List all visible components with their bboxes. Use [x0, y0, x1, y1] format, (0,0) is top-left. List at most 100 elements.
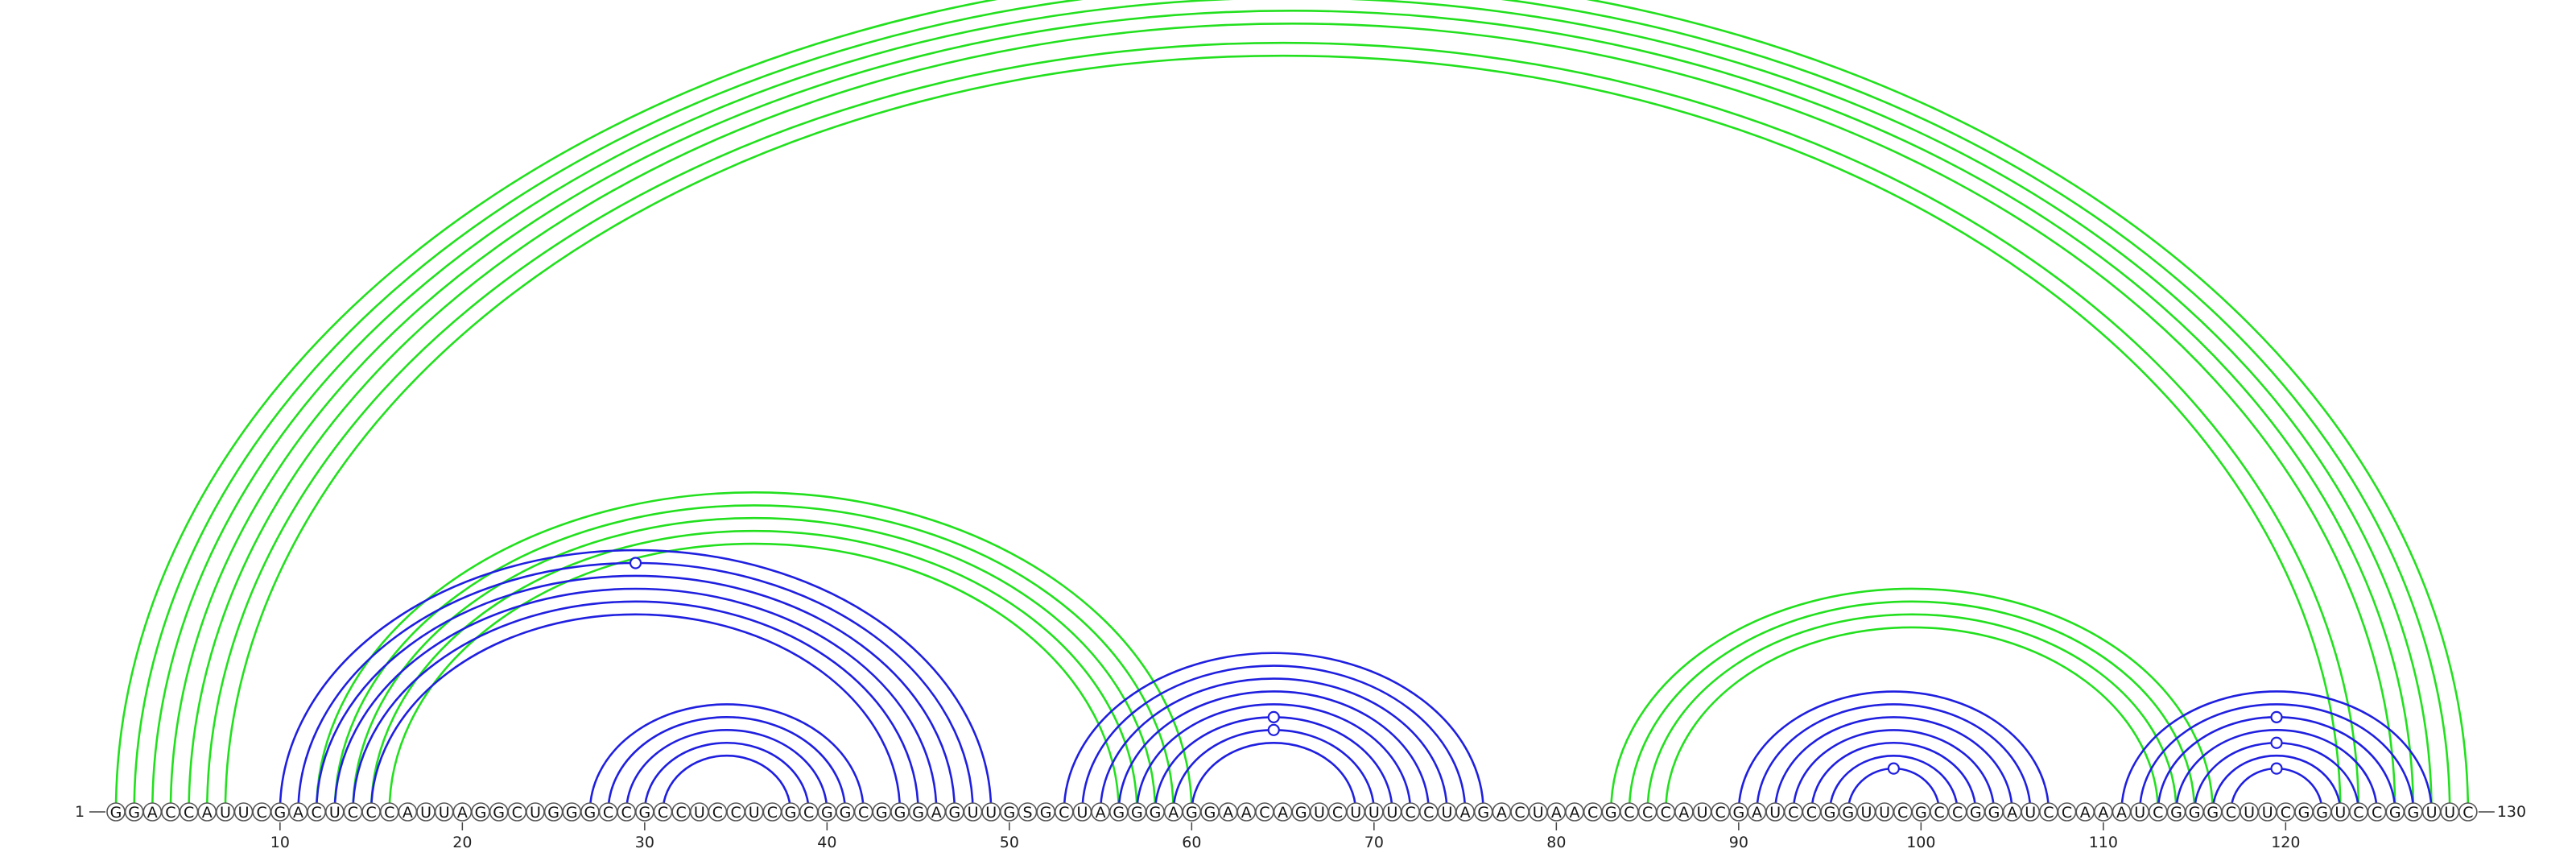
blue-arc-13-46	[333, 587, 938, 813]
nucleotide-letter: A	[2098, 804, 2108, 822]
nucleotide: U	[1528, 802, 1548, 822]
nucleotide: U	[216, 802, 235, 822]
nucleotide-letter: A	[293, 804, 303, 822]
nucleotide: U	[2240, 802, 2259, 822]
blue-arc-31-38	[662, 754, 792, 813]
nucleotide-letter: C	[621, 804, 632, 822]
nucleotide-letter: C	[1332, 804, 1343, 822]
nucleotide: G	[2312, 802, 2332, 822]
nucleotide: U	[416, 802, 436, 822]
nucleotide-letter: C	[2372, 804, 2382, 822]
nucleotide-letter: A	[1168, 804, 1179, 822]
nucleotide: C	[617, 802, 637, 822]
nucleotide: C	[2367, 802, 2387, 822]
nucleotide: G	[2385, 802, 2405, 822]
nucleotide-letter: A	[1678, 804, 1689, 822]
axis-tick-label: 50	[1000, 834, 1019, 851]
position-axis: 10 20 30 40 50 60 70 80 90 100 110 120	[89, 811, 2495, 851]
green-arc-5-126	[188, 22, 2396, 813]
green-arc-83-116	[1610, 587, 2215, 813]
nucleotide-letter: G	[1605, 804, 1617, 822]
nucleotide-letter: G	[1113, 804, 1125, 822]
blue-arc-60-69	[1191, 742, 1357, 813]
nucleotide: G	[1000, 802, 1019, 822]
nucleotide-letter: C	[1423, 804, 1434, 822]
blue-arc-marker	[2270, 710, 2283, 723]
nucleotide-letter: A	[457, 804, 468, 822]
nucleotide-letter: G	[1186, 804, 1198, 822]
blue-arc-10-49	[279, 549, 993, 813]
nucleotide-letter: C	[1788, 804, 1798, 822]
nucleotide: C	[252, 802, 272, 822]
nucleotide: G	[1911, 802, 1931, 822]
blue-arc-28-41	[607, 716, 847, 813]
nucleotide-letter: U	[2426, 804, 2438, 822]
sequence-start-label: 1	[75, 803, 85, 821]
nucleotide: C	[799, 802, 819, 822]
nucleotide: G	[1146, 802, 1165, 822]
sequence-end-label: 130	[2497, 803, 2526, 821]
nucleotide: G	[124, 802, 144, 822]
nucleotide-letter: G	[949, 804, 961, 822]
nucleotide: G	[2202, 802, 2223, 822]
blue-arc-marker	[1267, 710, 1280, 723]
nucleotide: G	[890, 802, 910, 822]
nucleotide: U	[1310, 802, 1329, 822]
axis-tick-label: 10	[270, 834, 290, 851]
nucleotide: C	[379, 802, 399, 822]
blue-arc-marker	[1267, 723, 1280, 736]
blue-arc-15-44	[369, 613, 902, 813]
nucleotide-letter: C	[1059, 804, 1069, 822]
blue-arc-53-76	[1063, 652, 1485, 813]
nucleotide: U	[1437, 802, 1457, 822]
nucleotide: C	[1419, 802, 1439, 822]
nucleotide: G	[908, 802, 928, 822]
nucleotide-letter: C	[165, 804, 175, 822]
nucleotide-letter: C	[658, 804, 668, 822]
nucleotide-letter: U	[1769, 804, 1781, 822]
nucleotide-letter: G	[274, 804, 286, 822]
nucleotide: C	[1401, 802, 1420, 822]
nucleotide-letter: G	[2298, 804, 2310, 822]
nucleotide: U	[2440, 802, 2459, 822]
nucleotide: G	[1966, 802, 1986, 822]
nucleotide-letter: C	[603, 804, 613, 822]
nucleotide-letter: C	[184, 804, 194, 822]
nucleotide: U	[1382, 802, 1402, 822]
nucleotide-letter: U	[2262, 804, 2273, 822]
nucleotide-letter: G	[475, 804, 487, 822]
nucleotide: C	[2039, 802, 2058, 822]
nucleotide-letter: C	[1715, 804, 1726, 822]
axis-tick-label: 80	[1546, 834, 1566, 851]
nucleotide-letter: G	[840, 804, 852, 822]
nucleotide-letter: U	[2334, 804, 2346, 822]
nucleotide-letter: G	[584, 804, 597, 822]
nucleotide-letter: C	[2353, 804, 2363, 822]
axis-tick-label: 120	[2271, 834, 2300, 851]
nucleotide-circle	[2458, 802, 2478, 822]
nucleotide-letter: U	[1314, 804, 1325, 822]
green-arc-12-60	[315, 491, 1193, 813]
blue-arc-115-124	[2193, 742, 2360, 813]
nucleotide: C	[1055, 802, 1074, 822]
nucleotide-letter: A	[147, 804, 158, 822]
nucleotide: G	[945, 802, 964, 822]
nucleotide-letter: A	[1551, 804, 1562, 822]
nucleotide: U	[324, 802, 345, 822]
nucleotide-letter: C	[384, 804, 394, 822]
nucleotide-letter: A	[1278, 804, 1288, 822]
green-arc-15-57	[369, 529, 1138, 813]
nucleotide-letter: A	[202, 804, 213, 822]
nucleotide-letter: G	[493, 804, 505, 822]
nucleotide-letter: C	[712, 804, 723, 822]
green-arc-2-129	[134, 0, 2450, 812]
nucleotide: C	[361, 802, 381, 822]
nucleotide-letter: C	[1642, 804, 1653, 822]
blue-arc-30-39	[643, 742, 810, 813]
nucleotide: C	[2057, 802, 2077, 822]
axis-tick-label: 60	[1182, 834, 1201, 851]
nucleotide-letter: U	[2025, 804, 2036, 822]
nucleotide: A	[1273, 802, 1293, 822]
nucleotide: A	[1455, 802, 1475, 822]
